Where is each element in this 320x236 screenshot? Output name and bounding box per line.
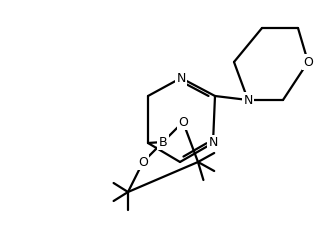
Text: N: N	[208, 136, 218, 149]
Text: N: N	[176, 72, 186, 84]
Text: O: O	[178, 115, 188, 128]
Text: N: N	[243, 93, 253, 106]
Text: O: O	[303, 55, 313, 68]
Text: B: B	[159, 135, 167, 148]
Text: O: O	[138, 156, 148, 169]
